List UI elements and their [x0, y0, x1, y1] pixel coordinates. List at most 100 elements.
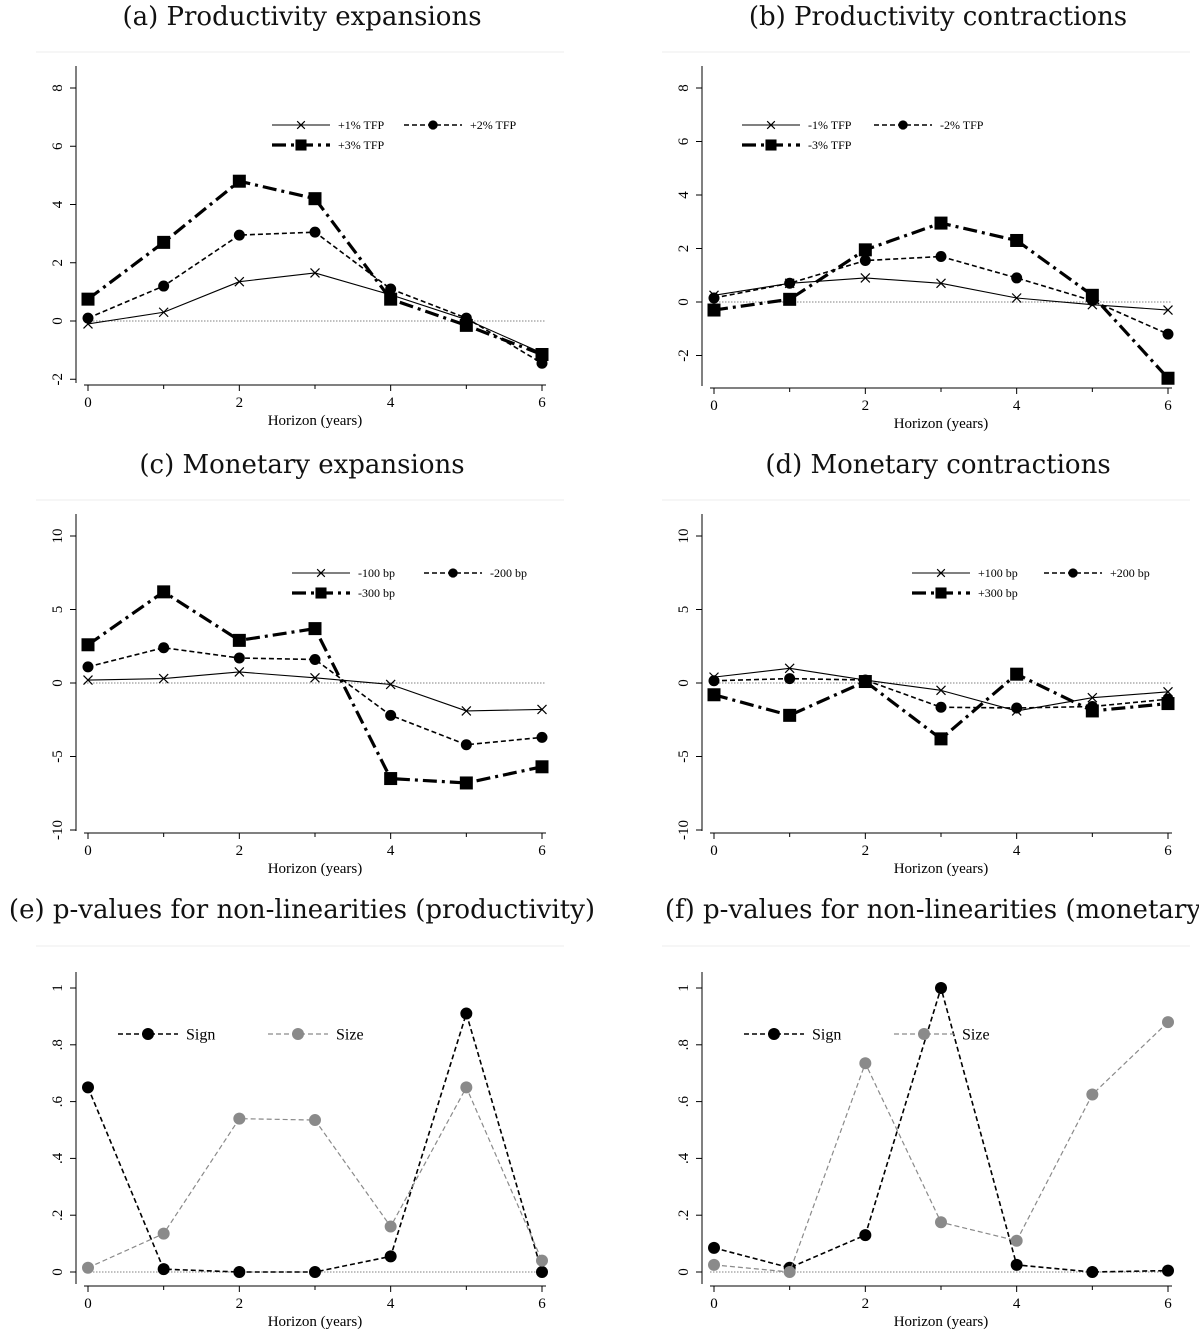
data-point	[384, 772, 398, 786]
series-line	[713, 1021, 1169, 1273]
series-3	[707, 667, 1175, 746]
data-point	[537, 704, 547, 715]
legend-marker	[448, 568, 458, 578]
data-point	[82, 312, 94, 324]
x-axis-label: Horizon (years)	[894, 1314, 989, 1330]
data-point	[707, 688, 721, 702]
data-point	[1011, 293, 1022, 303]
data-point	[1085, 288, 1099, 302]
x-tick-label: 2	[236, 395, 244, 411]
legend: +100 bp +200 bp +300 bp	[912, 566, 1150, 600]
data-point	[859, 1229, 872, 1242]
data-point	[784, 663, 795, 674]
data-point	[1161, 371, 1175, 385]
legend-label: Size	[962, 1027, 990, 1044]
x-tick-label: 2	[236, 843, 244, 859]
data-point	[707, 303, 721, 317]
data-point	[934, 216, 948, 230]
data-point	[858, 675, 872, 689]
data-point	[82, 1261, 94, 1274]
x-tick-label: 0	[710, 843, 718, 859]
data-point	[158, 307, 169, 318]
data-point	[1161, 697, 1175, 711]
data-point	[309, 1266, 321, 1278]
y-tick-label: 6	[50, 142, 66, 150]
x-tick-label: 4	[1013, 1296, 1021, 1312]
data-point	[459, 318, 473, 332]
legend-entry: -1% TFP	[742, 118, 852, 132]
data-point	[935, 701, 947, 713]
legend-label: +1% TFP	[338, 118, 385, 132]
line-chart: -2 0 2 4 6 8 0 2 4 6 Horizon (years) +1% TFP +2% TFP…	[36, 51, 564, 429]
data-point	[1085, 704, 1099, 718]
data-point	[158, 642, 170, 654]
data-point	[1011, 702, 1023, 714]
series-line	[713, 255, 1169, 335]
series-line	[87, 231, 543, 364]
panel-title: (a) Productivity expansions	[122, 2, 482, 32]
y-tick-label: 0	[50, 317, 66, 325]
series-2	[82, 226, 548, 369]
data-point	[309, 1114, 321, 1127]
data-point	[1162, 1264, 1174, 1277]
y-tick-label: 5	[50, 606, 66, 614]
x-tick-label: 4	[387, 395, 395, 411]
y-tick-label: .8	[50, 1039, 66, 1050]
panel-title: (b) Productivity contractions	[748, 2, 1128, 32]
data-point	[708, 675, 720, 687]
data-point	[783, 1266, 796, 1278]
series-2	[708, 673, 1174, 714]
data-point	[460, 1081, 473, 1094]
legend-marker	[296, 120, 306, 130]
panel-title: (c) Monetary expansions	[139, 450, 465, 480]
data-point	[233, 229, 245, 241]
x-tick-label: 4	[387, 843, 395, 859]
data-point	[309, 653, 321, 665]
y-tick-label: 1	[50, 984, 66, 992]
y-tick-label: 5	[676, 606, 692, 614]
data-point	[234, 667, 245, 677]
y-tick-label: 4	[50, 200, 66, 208]
series-1	[83, 667, 547, 716]
legend-label: +300 bp	[978, 586, 1018, 600]
legend-marker	[936, 568, 946, 578]
line-chart: -2 0 2 4 6 8 0 2 4 6 Horizon (years) -1% TFP -2% TFP…	[662, 51, 1190, 432]
panel-title: (f) p-values for non-linearities (moneta…	[664, 895, 1199, 925]
data-point	[233, 652, 245, 664]
data-point	[157, 1263, 170, 1276]
series-3	[707, 216, 1175, 385]
legend: Sign Size	[744, 1027, 990, 1044]
data-point	[535, 347, 549, 361]
x-axis-label: Horizon (years)	[894, 416, 989, 432]
legend-entry: +3% TFP	[272, 138, 385, 152]
legend-entry: Size	[894, 1027, 990, 1044]
legend-marker	[766, 120, 776, 130]
legend-entry: -100 bp	[292, 566, 395, 580]
y-tick-label: -2	[676, 349, 692, 362]
data-point	[1010, 1234, 1023, 1247]
x-tick-label: 6	[1164, 398, 1172, 414]
x-tick-label: 0	[84, 843, 92, 859]
series-3	[81, 174, 549, 361]
x-axis-label: Horizon (years)	[268, 413, 363, 429]
data-point	[233, 1266, 246, 1278]
legend: -100 bp -200 bp -300 bp	[292, 566, 527, 600]
data-point	[385, 709, 397, 721]
x-tick-label: 4	[1013, 398, 1021, 414]
data-point	[384, 1220, 397, 1233]
data-point	[82, 1081, 94, 1094]
series-line	[87, 179, 543, 356]
y-tick-label: 2	[676, 245, 692, 253]
data-point	[536, 1254, 548, 1267]
data-point	[935, 251, 947, 263]
legend: +1% TFP +2% TFP +3% TFP	[272, 118, 517, 152]
data-point	[384, 292, 398, 306]
legend-entry: Sign	[744, 1027, 841, 1044]
y-tick-label: 0	[50, 1268, 66, 1276]
x-tick-label: 0	[710, 398, 718, 414]
legend-marker	[898, 120, 908, 130]
x-tick-label: 6	[1164, 843, 1172, 859]
y-tick-label: .8	[676, 1039, 692, 1050]
data-point	[460, 739, 472, 751]
data-point	[535, 760, 549, 774]
